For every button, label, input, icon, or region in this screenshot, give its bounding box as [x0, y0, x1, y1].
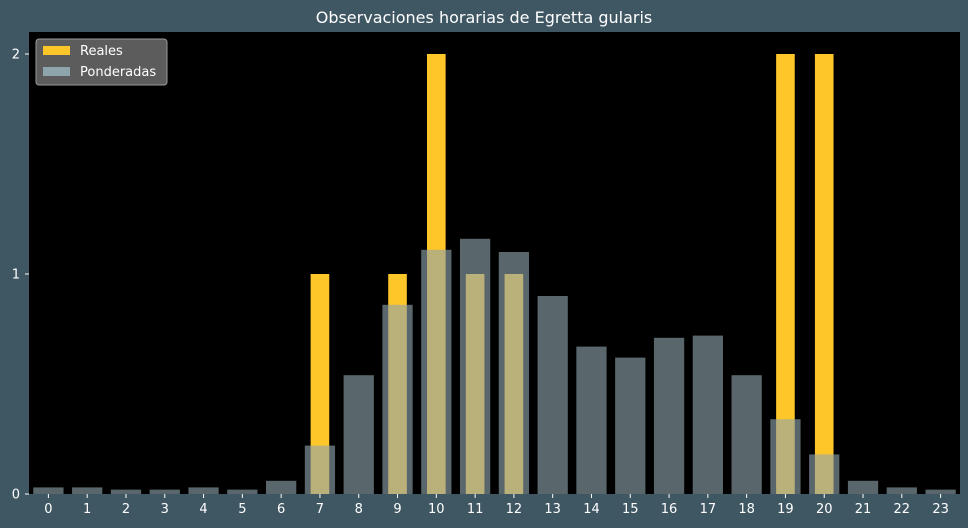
legend-swatch-reales — [43, 46, 70, 55]
y-tick-label: 0 — [12, 488, 20, 503]
x-tick-label: 15 — [622, 502, 639, 517]
x-tick-label: 19 — [777, 502, 794, 517]
y-tick-label: 1 — [12, 268, 20, 283]
bar-ponderadas — [653, 337, 685, 494]
x-tick-label: 9 — [393, 502, 401, 517]
x-tick-label: 13 — [544, 502, 561, 517]
bar-ponderadas — [33, 487, 64, 494]
legend-swatch-ponderadas — [43, 67, 70, 76]
bar-ponderadas — [188, 487, 219, 494]
x-tick-label: 16 — [661, 502, 678, 517]
x-tick-label: 8 — [355, 502, 363, 517]
legend-label-ponderadas: Ponderadas — [80, 65, 156, 80]
bar-ponderadas — [227, 489, 258, 494]
bar-ponderadas — [847, 480, 879, 494]
x-tick-label: 1 — [83, 502, 91, 517]
bar-ponderadas — [343, 375, 374, 494]
bar-ponderadas — [731, 375, 762, 494]
bar-ponderadas — [498, 252, 530, 494]
bar-ponderadas — [304, 445, 336, 494]
y-tick-label: 2 — [12, 48, 20, 63]
bar-ponderadas — [925, 489, 956, 494]
x-tick-label: 12 — [506, 502, 523, 517]
bar-ponderadas — [149, 489, 180, 494]
bar-reales — [776, 54, 795, 494]
x-tick-label: 11 — [467, 502, 484, 517]
bar-reales — [814, 54, 834, 494]
x-tick-label: 7 — [316, 502, 324, 517]
x-tick-label: 0 — [44, 502, 52, 517]
x-tick-label: 6 — [277, 502, 285, 517]
bar-ponderadas — [576, 346, 607, 494]
x-tick-label: 18 — [738, 502, 755, 517]
plot-area — [29, 32, 960, 494]
bar-ponderadas — [72, 487, 103, 494]
x-tick-label: 22 — [894, 502, 911, 517]
x-tick-label: 5 — [238, 502, 246, 517]
chart-title: Observaciones horarias de Egretta gulari… — [315, 8, 653, 27]
legend-label-reales: Reales — [80, 44, 123, 59]
x-tick-label: 4 — [199, 502, 207, 517]
x-tick-label: 20 — [816, 502, 833, 517]
bar-ponderadas — [615, 357, 646, 494]
bar-ponderadas — [459, 238, 491, 494]
x-tick-label: 3 — [161, 502, 169, 517]
bar-ponderadas — [886, 487, 917, 494]
bar-ponderadas — [421, 249, 452, 494]
bar-ponderadas — [770, 419, 801, 494]
bar-reales — [310, 274, 330, 494]
x-tick-label: 17 — [700, 502, 717, 517]
x-tick-label: 2 — [122, 502, 130, 517]
bar-ponderadas — [266, 480, 297, 494]
x-tick-label: 10 — [428, 502, 445, 517]
bar-ponderadas — [692, 335, 723, 494]
bar-ponderadas — [537, 296, 568, 494]
bar-ponderadas — [382, 304, 413, 494]
x-tick-label: 14 — [583, 502, 600, 517]
bar-ponderadas — [110, 489, 142, 494]
x-tick-label: 21 — [855, 502, 872, 517]
bar-ponderadas — [809, 454, 840, 494]
x-tick-label: 23 — [932, 502, 949, 517]
